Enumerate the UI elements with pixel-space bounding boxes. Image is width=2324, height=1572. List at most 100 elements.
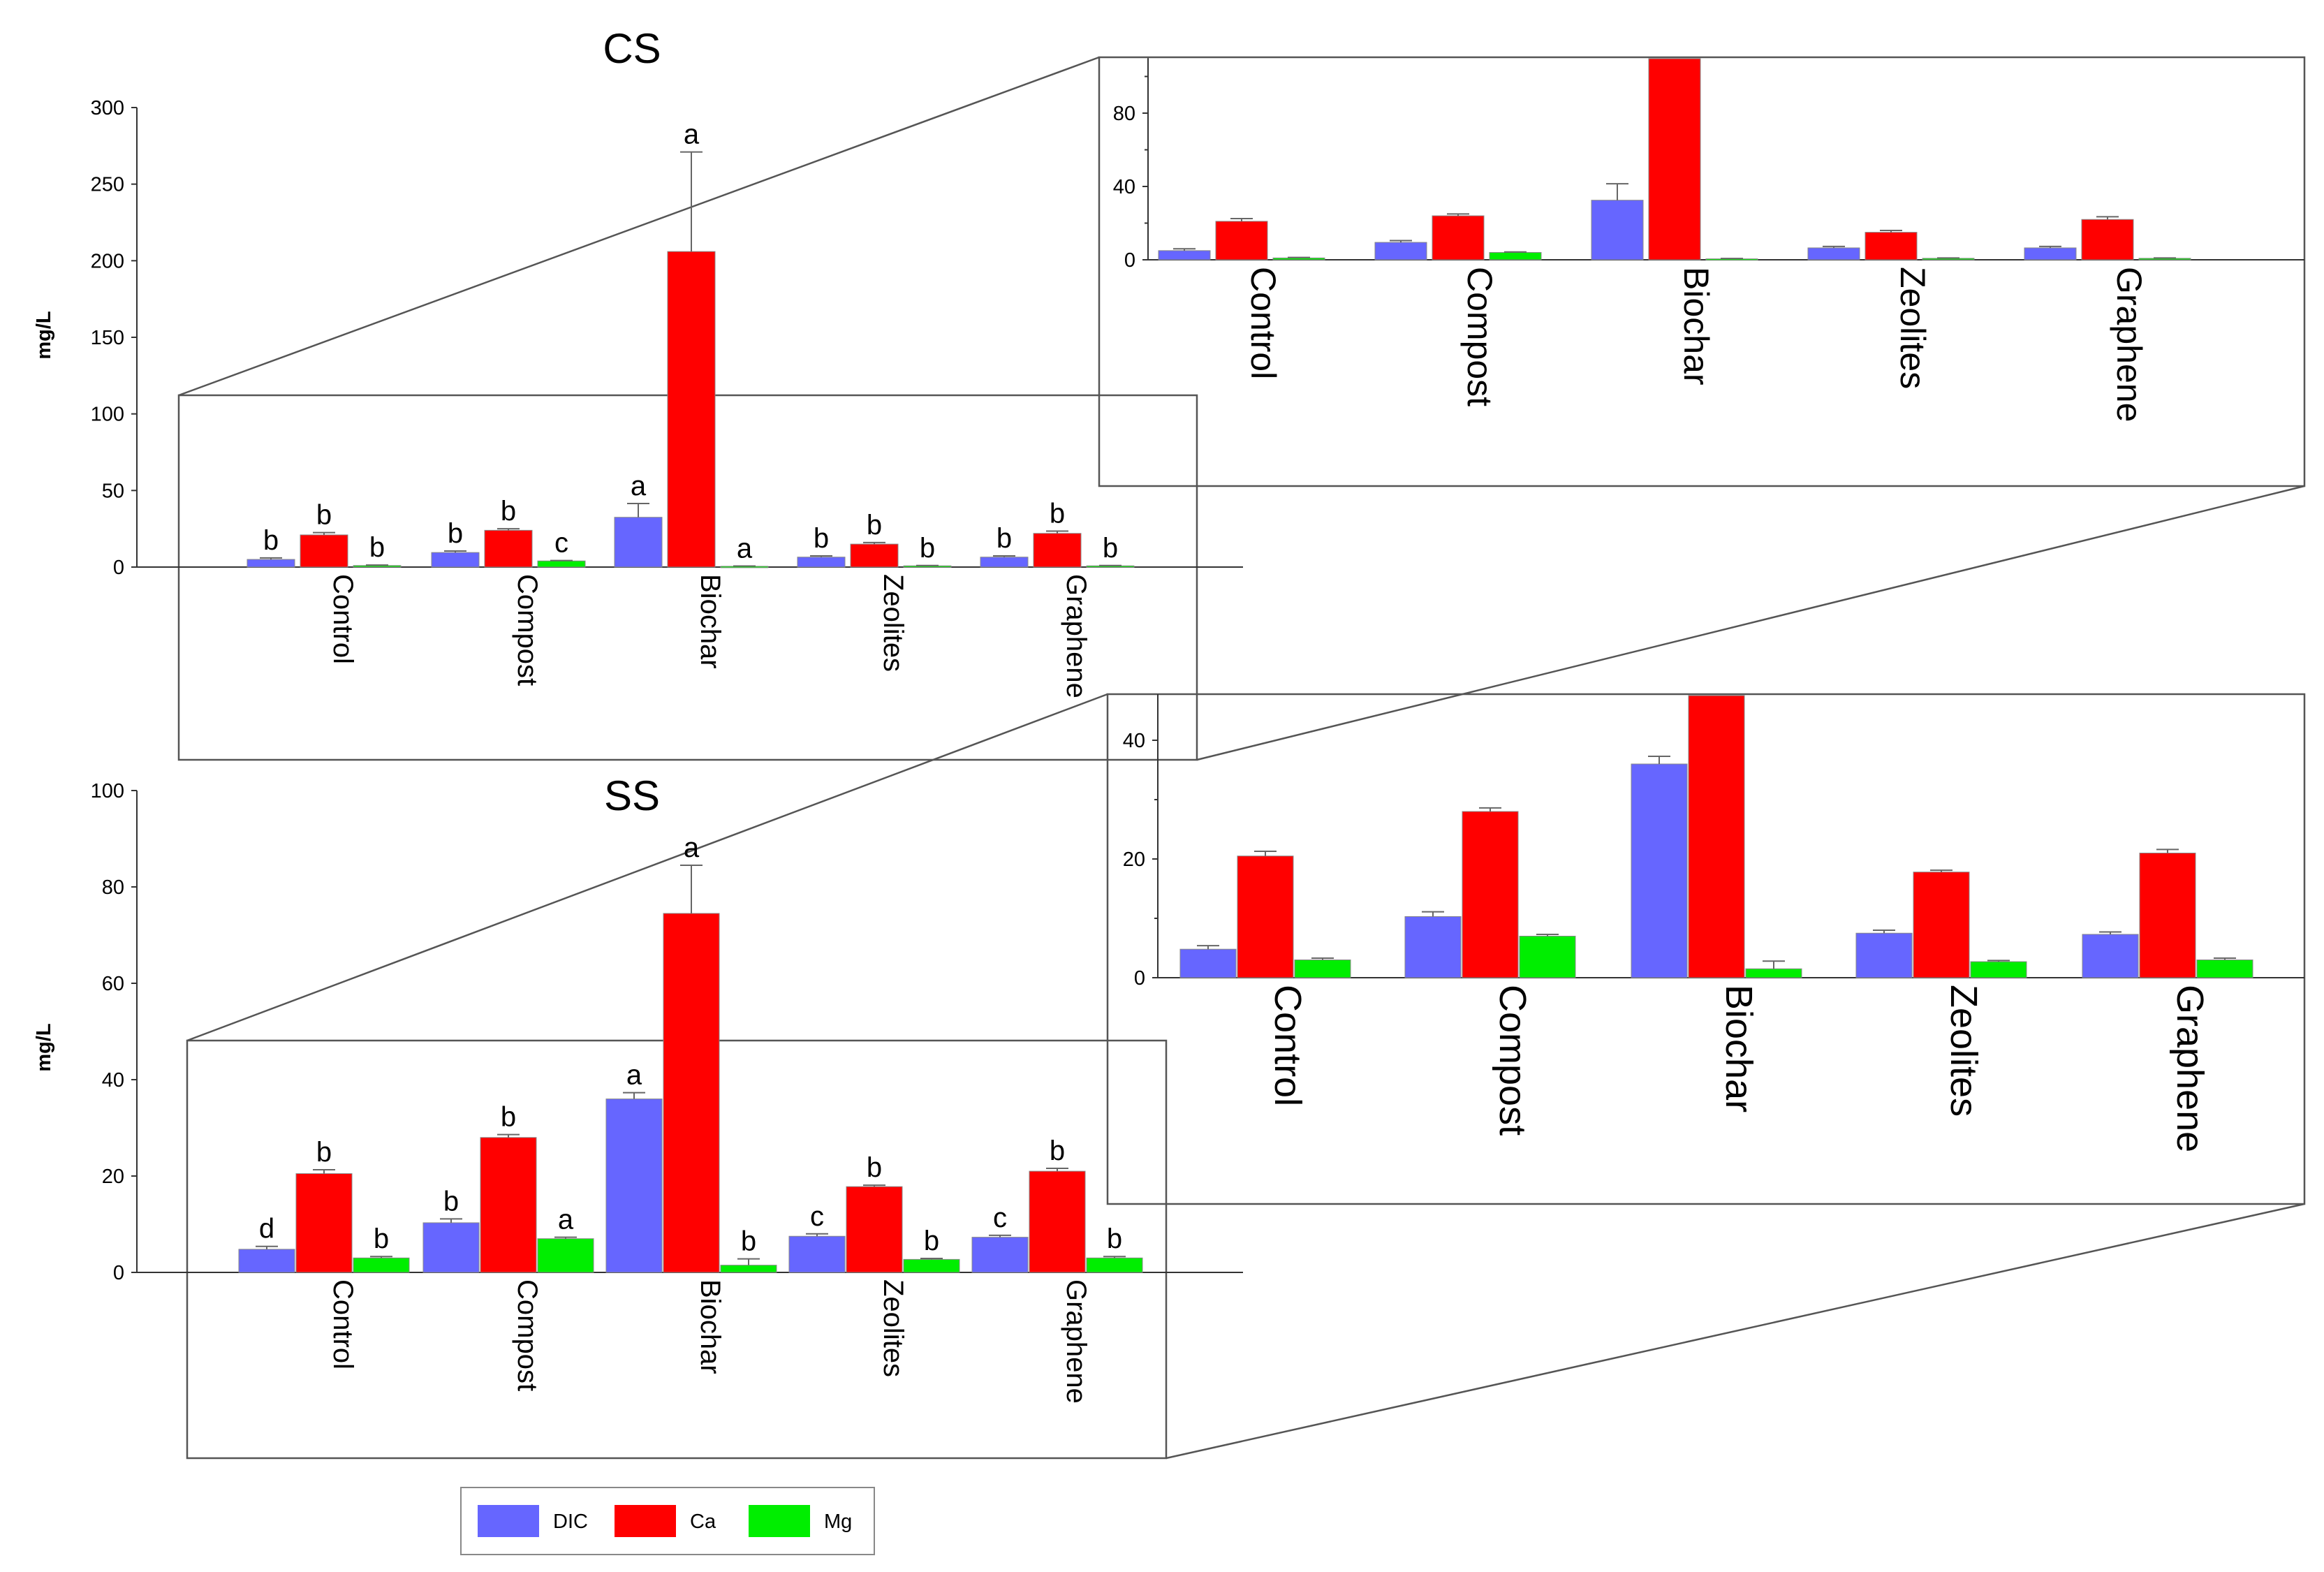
y-tick-label: 0 (1134, 967, 1145, 990)
y-tick-label: 100 (91, 780, 124, 802)
significance-letter: b (316, 500, 332, 531)
legend: DIC Ca Mg (460, 1487, 875, 1555)
bar-ca-biochar (1648, 58, 1701, 260)
bar-dic-compost (422, 1222, 480, 1273)
significance-letter: b (263, 525, 279, 556)
bar-dic-zeolites (788, 1235, 846, 1273)
y-tick-label: 150 (91, 327, 124, 349)
bar-dic-control (247, 559, 295, 568)
category-label-control: Control (328, 574, 358, 664)
significance-letter: c (993, 1203, 1007, 1233)
bar-ca-compost (484, 529, 533, 568)
bar-ca-graphene (2081, 219, 2134, 260)
y-tick-label: 40 (102, 1069, 124, 1092)
bar-mg-biochar (1745, 968, 1802, 978)
bar-mg-compost (537, 1238, 594, 1273)
category-label-compost: Compost (1492, 985, 1534, 1136)
category-label-biochar: Biochar (695, 574, 726, 669)
ss-zoom-frame (1106, 693, 2306, 1205)
bar-ca-biochar (667, 251, 716, 568)
bar-ca-zeolites (846, 1186, 903, 1273)
y-tick-label: 0 (113, 1262, 124, 1284)
chart-ss-zoom: 0 20 40 Control Compost Biochar Zeolites Graphe… (1123, 694, 2304, 1152)
legend-swatch-ca (615, 1505, 676, 1537)
significance-letter: c (810, 1201, 824, 1232)
category-label-zeolites: Zeolites (1943, 985, 1985, 1117)
significance-letter: a (684, 832, 700, 863)
bar-ca-graphene (1029, 1170, 1086, 1273)
chart-title: SS (604, 772, 660, 819)
significance-letter: b (374, 1224, 389, 1254)
bar-dic-zeolites (797, 557, 846, 568)
y-tick-label: 0 (113, 557, 124, 579)
bar-mg-control (353, 1257, 410, 1273)
significance-letter: b (1050, 498, 1065, 529)
bar-dic-compost (1374, 242, 1427, 260)
significance-letter: a (631, 471, 647, 501)
bar-ca-zeolites (1913, 872, 1970, 978)
bar-ca-biochar (663, 913, 720, 1273)
legend-label-dic: DIC (553, 1511, 588, 1533)
y-tick-label: 40 (1113, 176, 1135, 198)
legend-swatch-mg (749, 1505, 810, 1537)
category-label-graphene: Graphene (1061, 574, 1091, 698)
significance-letter: b (443, 1186, 459, 1217)
legend-swatch-dic (478, 1505, 539, 1537)
significance-letter: b (316, 1137, 332, 1168)
bar-ca-biochar (1688, 695, 1745, 978)
category-label-control: Control (1244, 267, 1283, 379)
category-label-biochar: Biochar (1718, 985, 1760, 1112)
bar-dic-zeolites (1855, 932, 1913, 978)
significance-letter: a (558, 1205, 574, 1235)
significance-letter: b (501, 1102, 516, 1133)
chart-title: CS (603, 25, 661, 72)
bar-mg-biochar (720, 1265, 777, 1273)
bar-dic-biochar (1631, 763, 1688, 978)
ss-connector-top (186, 693, 1108, 1042)
bar-mg-graphene (1086, 1257, 1143, 1273)
significance-letter: b (867, 1152, 882, 1183)
bar-dic-graphene (980, 557, 1029, 568)
y-tick-label: 20 (102, 1166, 124, 1188)
bar-dic-compost (1404, 916, 1462, 978)
bar-ca-zeolites (1865, 232, 1918, 260)
zoom-frames (177, 56, 2306, 1460)
bar-dic-graphene (971, 1237, 1029, 1273)
significance-letter: b (501, 496, 516, 527)
bar-ca-control (1237, 855, 1294, 978)
bar-ca-compost (1462, 811, 1519, 978)
y-tick-label: 250 (91, 174, 124, 196)
bar-mg-control (1294, 960, 1351, 978)
ss-connector-bottom (1165, 1203, 2305, 1460)
bar-mg-zeolites (1970, 961, 2027, 978)
category-label-zeolites: Zeolites (878, 1279, 909, 1377)
bar-dic-compost (431, 552, 480, 568)
category-label-control: Control (328, 1279, 358, 1369)
bar-ca-control (300, 534, 348, 568)
bar-dic-biochar (1591, 200, 1644, 260)
bar-dic-control (238, 1249, 295, 1273)
significance-letter: a (684, 119, 700, 150)
bar-mg-control (1272, 257, 1325, 260)
bar-dic-biochar (605, 1099, 663, 1273)
bar-ca-control (295, 1173, 353, 1273)
significance-letter: b (741, 1226, 756, 1257)
significance-letter: b (369, 532, 385, 563)
y-tick-label: 100 (91, 404, 124, 426)
category-label-biochar: Biochar (1677, 267, 1716, 385)
significance-letter: b (924, 1226, 939, 1256)
significance-letter: b (996, 523, 1012, 554)
significance-letter: b (867, 510, 882, 541)
category-label-zeolites: Zeolites (1893, 267, 1932, 389)
bar-ca-control (1215, 221, 1268, 260)
category-label-compost: Compost (1460, 267, 1499, 406)
category-label-graphene: Graphene (1061, 1279, 1091, 1404)
category-label-zeolites: Zeolites (878, 574, 909, 672)
y-tick-label: 50 (102, 480, 124, 502)
bar-dic-biochar (614, 517, 663, 568)
y-axis-label: mg/L (33, 1023, 55, 1071)
category-label-biochar: Biochar (695, 1279, 726, 1374)
significance-letter: b (448, 518, 463, 549)
legend-label-ca: Ca (690, 1511, 716, 1533)
